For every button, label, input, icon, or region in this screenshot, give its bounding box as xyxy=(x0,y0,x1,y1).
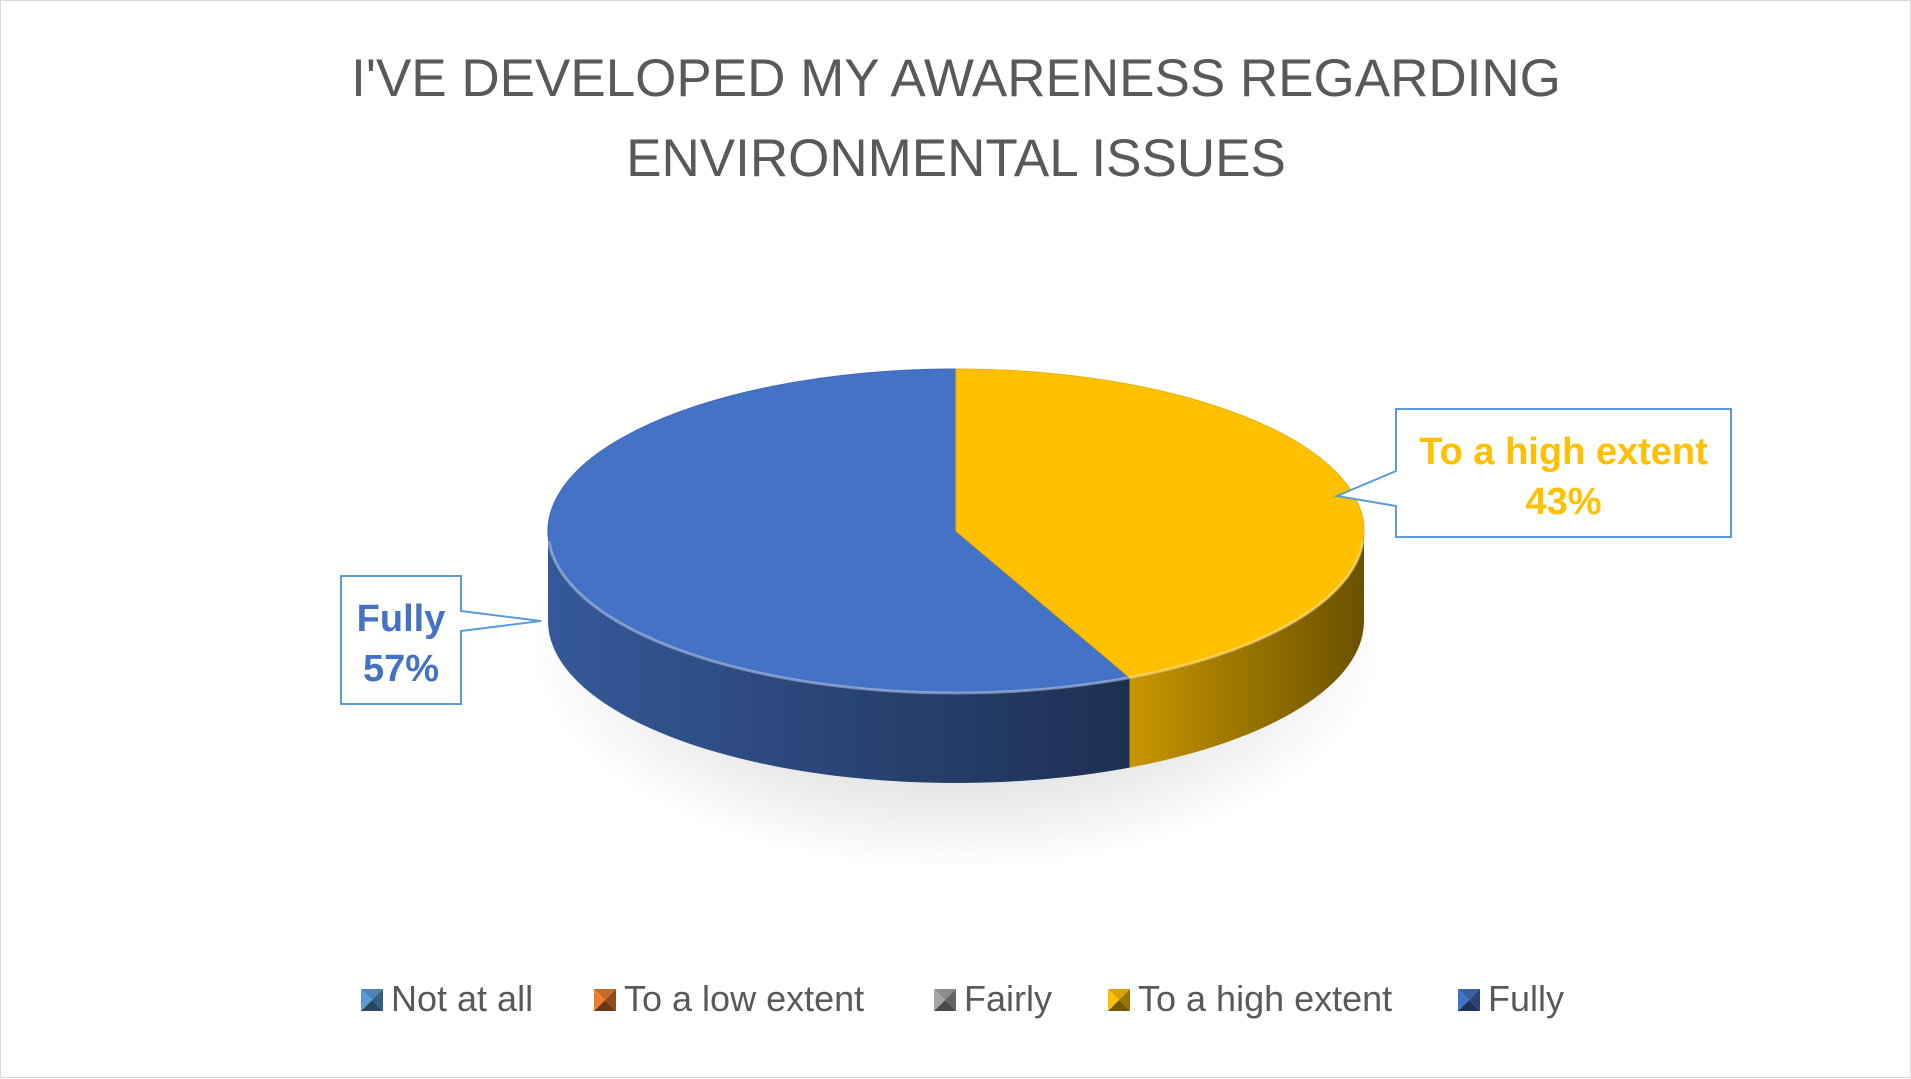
callout-percent-to-a-high-extent: 43% xyxy=(1525,481,1601,523)
legend-item-to-a-high-extent[interactable]: To a high extent xyxy=(1108,978,1392,1019)
chart-title-line-1: I'VE DEVELOPED MY AWARENESS REGARDING xyxy=(351,49,1561,108)
callout-to-a-high-extent: To a high extent 43% xyxy=(1333,408,1732,538)
chart-title: I'VE DEVELOPED MY AWARENESS REGARDING EN… xyxy=(351,49,1561,188)
pie-rim-highlight xyxy=(547,540,1365,695)
callout-box-to-a-high-extent xyxy=(1333,408,1732,538)
legend-item-fairly[interactable]: Fairly xyxy=(934,978,1052,1019)
data-callouts: To a high extent 43% Fully 57% xyxy=(340,408,1732,705)
pie-slice-fully[interactable] xyxy=(547,368,1131,694)
pie-slice-side-fully xyxy=(548,531,1130,783)
legend-marker-fairly xyxy=(934,989,956,1011)
callout-fully: Fully 57% xyxy=(340,575,542,705)
legend-label-not-at-all: Not at all xyxy=(391,978,533,1019)
chart-title-line-2: ENVIRONMENTAL ISSUES xyxy=(626,129,1286,188)
legend-marker-fully xyxy=(1458,989,1480,1011)
legend-item-not-at-all[interactable]: Not at all xyxy=(361,978,533,1019)
callout-box-fully xyxy=(340,575,542,705)
chart-legend: Not at all To a low extent Fairly To a high… xyxy=(361,978,1564,1019)
legend-label-to-a-high-extent: To a high extent xyxy=(1138,978,1392,1019)
callout-percent-fully: 57% xyxy=(363,648,439,690)
callout-category-fully: Fully xyxy=(357,598,446,640)
legend-marker-to-a-low-extent xyxy=(594,989,616,1011)
legend-label-to-a-low-extent: To a low extent xyxy=(624,978,864,1019)
pie-slices xyxy=(547,368,1365,783)
legend-item-to-a-low-extent[interactable]: To a low extent xyxy=(594,978,864,1019)
legend-item-fully[interactable]: Fully xyxy=(1458,978,1564,1019)
legend-label-fully: Fully xyxy=(1488,978,1564,1019)
callout-category-to-a-high-extent: To a high extent xyxy=(1419,431,1708,473)
pie-slice-side-to-a-high-extent xyxy=(1129,531,1364,768)
legend-marker-to-a-high-extent xyxy=(1108,989,1130,1011)
legend-label-fairly: Fairly xyxy=(964,978,1052,1019)
legend-marker-not-at-all xyxy=(361,989,383,1011)
